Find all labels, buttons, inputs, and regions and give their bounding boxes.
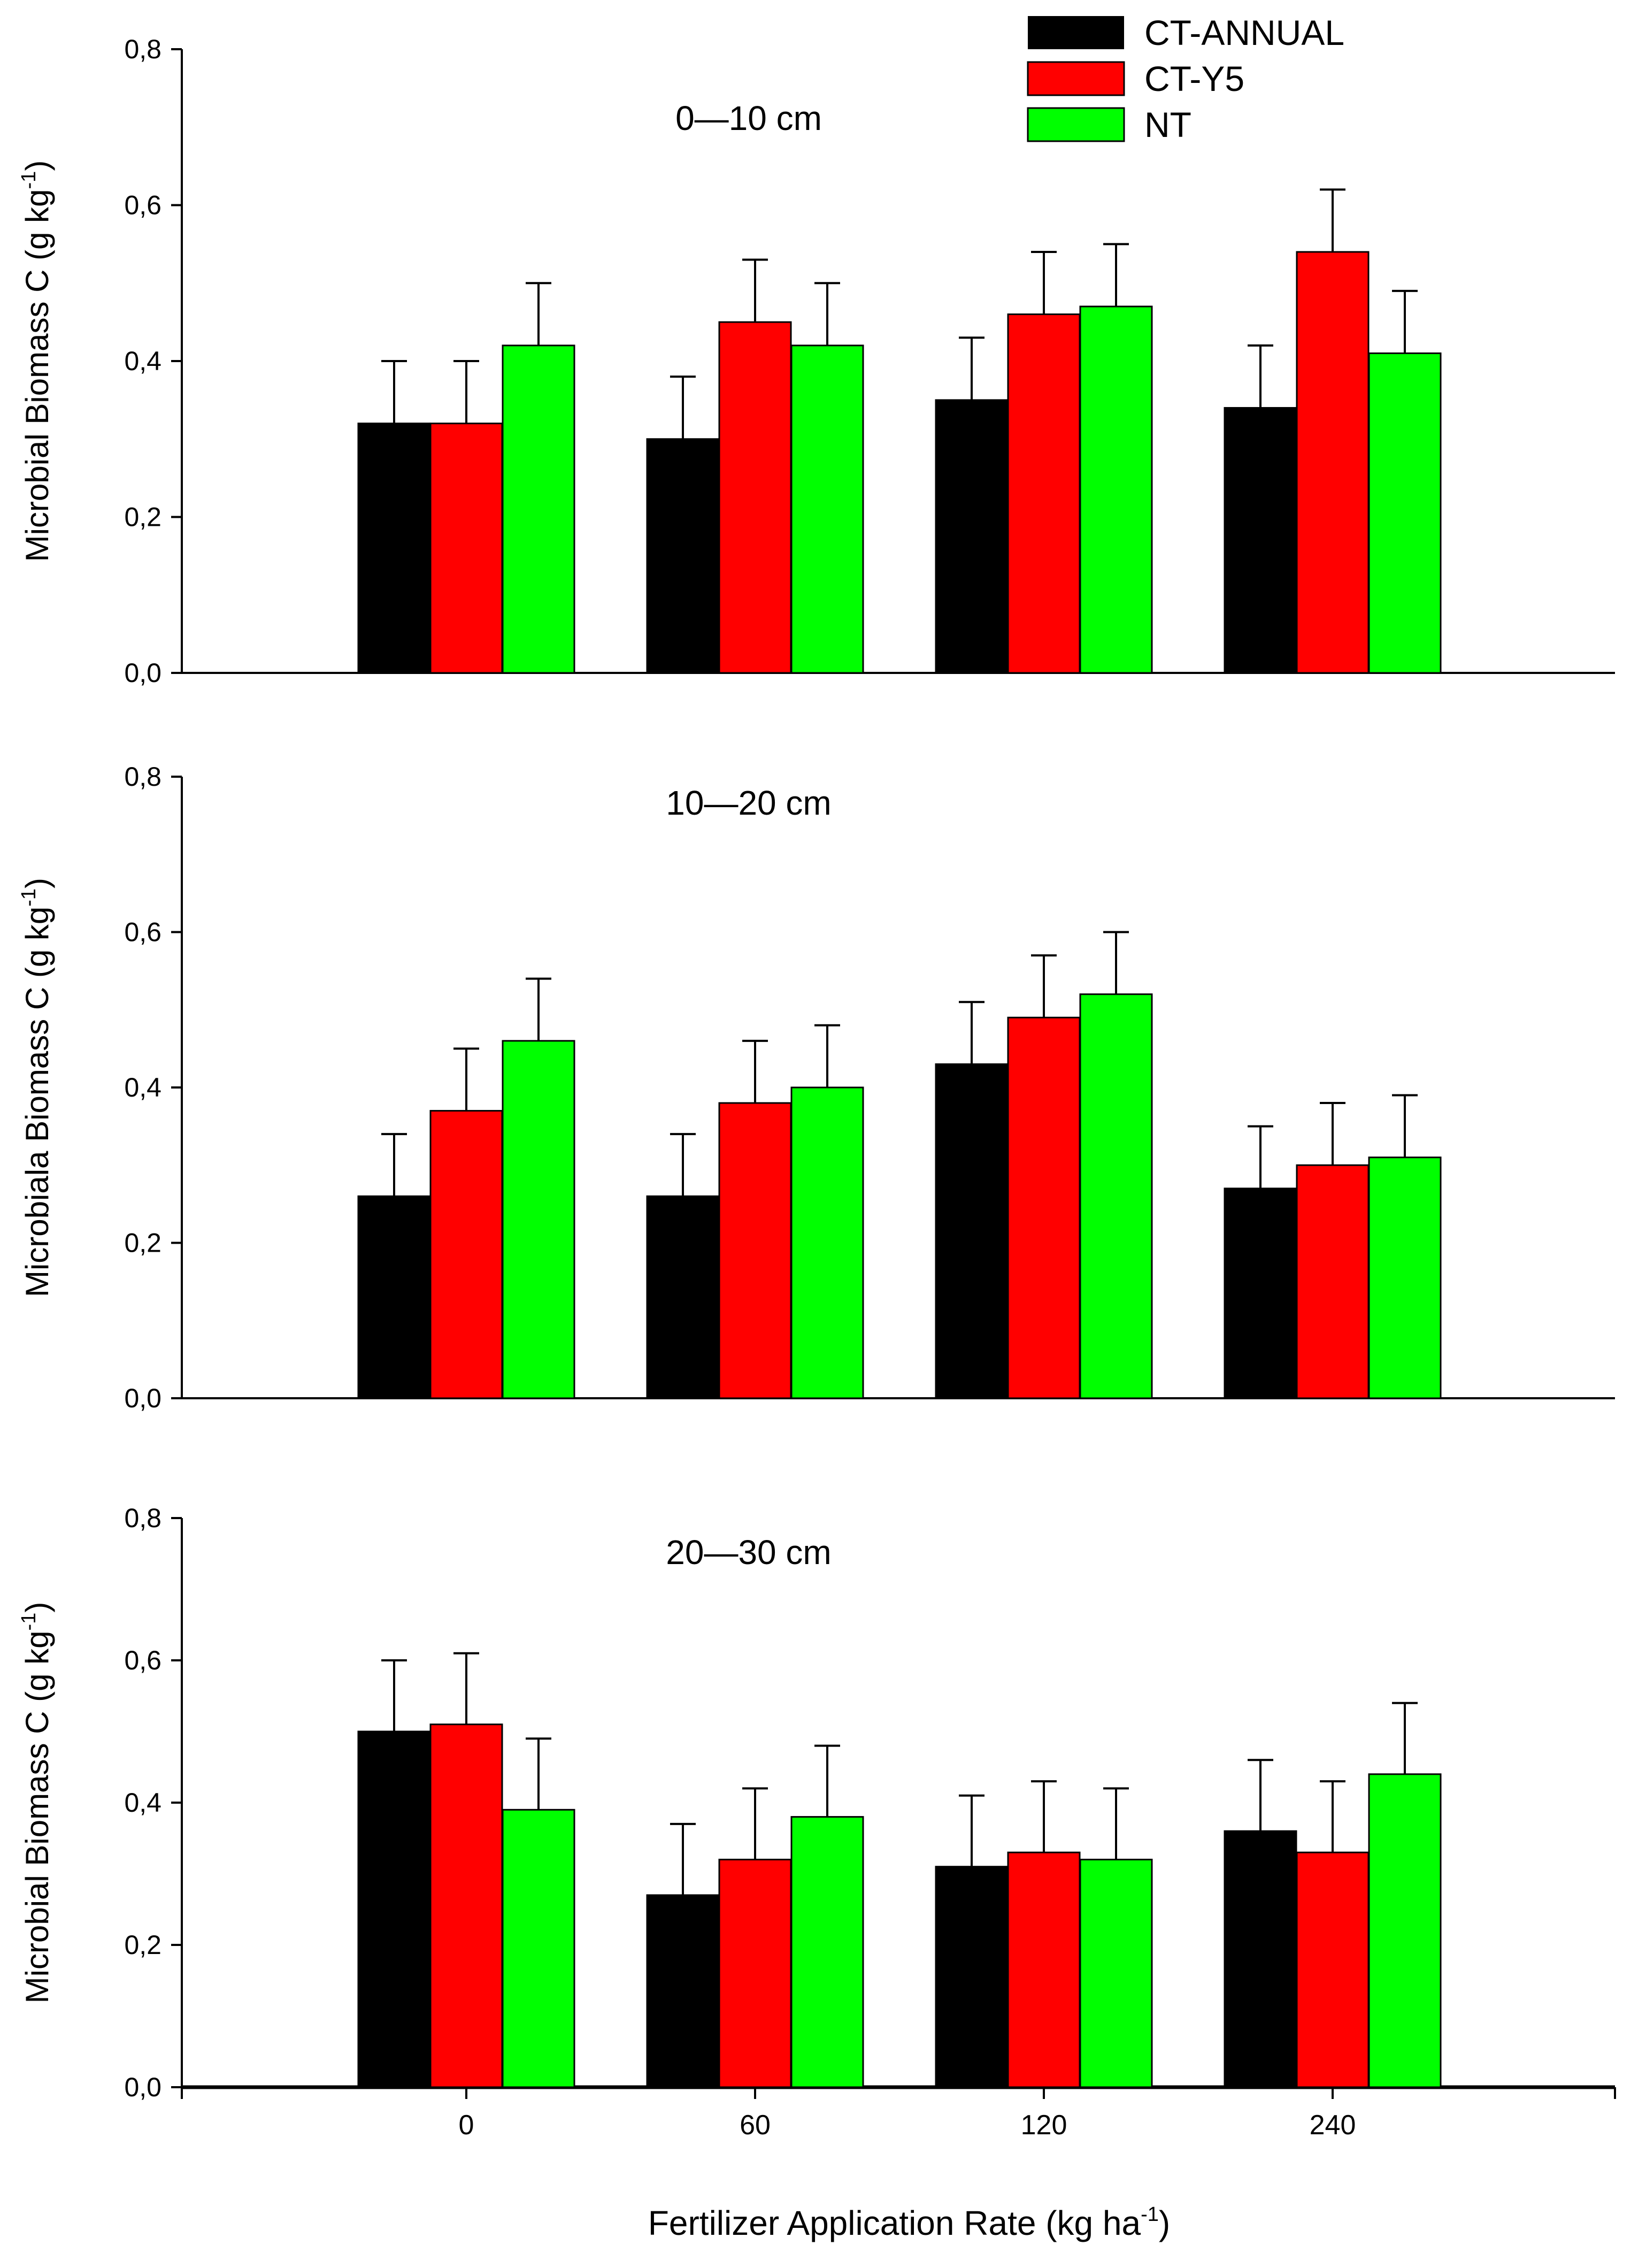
legend-swatch-ct-annual xyxy=(1028,16,1124,49)
y-axis-label-text: Microbial Biomass C (g kg xyxy=(19,189,55,562)
y-tick-label: 0,6 xyxy=(124,1645,161,1675)
bar xyxy=(646,1195,720,1399)
y-axis-label-sup: -1 xyxy=(18,171,40,189)
x-axis-labels: 0 60 120 240 Fertilizer Application Rate… xyxy=(459,2110,1356,2242)
panel-depth-label: 0—10 cm xyxy=(675,99,822,137)
bar xyxy=(1224,1187,1297,1399)
panel-0: 0,0 0,2 0,4 0,6 0,8 Microbial Biomass C (g kg… xyxy=(18,34,1615,688)
bar xyxy=(1368,1156,1442,1399)
y-tick-label: 0,4 xyxy=(124,346,161,376)
y-tick-label: 0,2 xyxy=(124,502,161,532)
bar xyxy=(790,1086,864,1399)
bar xyxy=(718,1858,792,2088)
bar xyxy=(1296,251,1370,674)
bar xyxy=(1368,352,1442,674)
bar xyxy=(718,321,792,674)
legend-label-nt: NT xyxy=(1144,105,1191,144)
y-tick-label: 0,6 xyxy=(124,190,161,220)
y-tick-label: 0,8 xyxy=(124,1503,161,1533)
bar xyxy=(718,1102,792,1399)
y-axis-label-sup: -1 xyxy=(18,1613,40,1631)
legend-swatch-ct-y5 xyxy=(1027,61,1125,96)
bar xyxy=(790,1816,864,2088)
x-tick-label-120: 120 xyxy=(1021,2110,1067,2141)
bar xyxy=(935,1866,1009,2088)
bar xyxy=(502,1809,575,2088)
bar xyxy=(1296,1164,1370,1399)
bar xyxy=(1296,1851,1370,2088)
bar xyxy=(935,1063,1009,1399)
legend-label-ct-annual: CT-ANNUAL xyxy=(1144,13,1344,52)
x-tick-label-240: 240 xyxy=(1310,2110,1356,2141)
bar xyxy=(1007,313,1081,674)
y-axis-label: Microbial Biomass C (g kg-1) xyxy=(18,1602,55,2004)
y-tick-label: 0,2 xyxy=(124,1228,161,1258)
bar xyxy=(357,1195,431,1399)
y-axis-label-suffix: ) xyxy=(19,1602,55,1613)
legend-label-ct-y5: CT-Y5 xyxy=(1144,59,1244,98)
y-axis-label: Microbiala Biomass C (g kg-1) xyxy=(18,878,55,1297)
y-axis-label-suffix: ) xyxy=(19,160,55,171)
y-tick-label: 0,4 xyxy=(124,1788,161,1818)
bar xyxy=(502,1040,575,1399)
bar xyxy=(1007,1016,1081,1399)
bar xyxy=(646,438,720,674)
bar xyxy=(790,344,864,674)
x-axis-label-suffix: ) xyxy=(1159,2204,1170,2242)
x-axis-label-sup: -1 xyxy=(1141,2203,1159,2226)
y-axis-label: Microbial Biomass C (g kg-1) xyxy=(18,160,55,562)
bar xyxy=(357,1730,431,2088)
panel-depth-label: 20—30 cm xyxy=(666,1533,831,1572)
bar xyxy=(646,1894,720,2088)
bar xyxy=(429,1110,503,1399)
bar xyxy=(1224,1830,1297,2088)
bar xyxy=(1079,305,1153,674)
y-axis-label-text: Microbial Biomass C (g kg xyxy=(19,1630,55,2003)
x-axis-label-text: Fertilizer Application Rate (kg ha xyxy=(648,2204,1141,2242)
panel-2: 0,0 0,2 0,4 0,6 0,8 Microbial Biomass C (g kg… xyxy=(18,1503,1616,2102)
y-axis-label-text: Microbiala Biomass C (g kg xyxy=(19,907,55,1297)
x-axis-label: Fertilizer Application Rate (kg ha-1) xyxy=(648,2203,1170,2242)
bar xyxy=(1079,1858,1153,2088)
bar xyxy=(502,344,575,674)
panels: 0,0 0,2 0,4 0,6 0,8 Microbial Biomass C (g kg… xyxy=(18,34,1616,2102)
panel-1: 0,0 0,2 0,4 0,6 0,8 Microbiala Biomass C (g k… xyxy=(18,762,1615,1413)
y-tick-label: 0,0 xyxy=(124,2072,161,2102)
bar xyxy=(429,1723,503,2088)
bar xyxy=(1079,993,1153,1399)
y-tick-label: 0,0 xyxy=(124,658,161,688)
bar xyxy=(429,423,503,674)
y-axis-label-sup: -1 xyxy=(18,888,40,907)
bar xyxy=(935,399,1009,674)
y-tick-label: 0,4 xyxy=(124,1072,161,1102)
x-tick-label-60: 60 xyxy=(740,2110,771,2141)
y-axis-label-suffix: ) xyxy=(19,878,55,888)
bar xyxy=(1368,1773,1442,2088)
x-tick-label-0: 0 xyxy=(459,2110,474,2141)
y-tick-label: 0,0 xyxy=(124,1383,161,1413)
y-tick-label: 0,8 xyxy=(124,762,161,792)
bar xyxy=(1007,1851,1081,2088)
legend: CT-ANNUAL CT-Y5 NT xyxy=(1027,13,1344,144)
bar xyxy=(357,423,431,674)
y-tick-label: 0,2 xyxy=(124,1930,161,1960)
y-tick-label: 0,6 xyxy=(124,917,161,947)
y-tick-label: 0,8 xyxy=(124,34,161,64)
panel-depth-label: 10—20 cm xyxy=(666,784,831,822)
bar xyxy=(1224,407,1297,674)
legend-swatch-nt xyxy=(1027,107,1125,142)
